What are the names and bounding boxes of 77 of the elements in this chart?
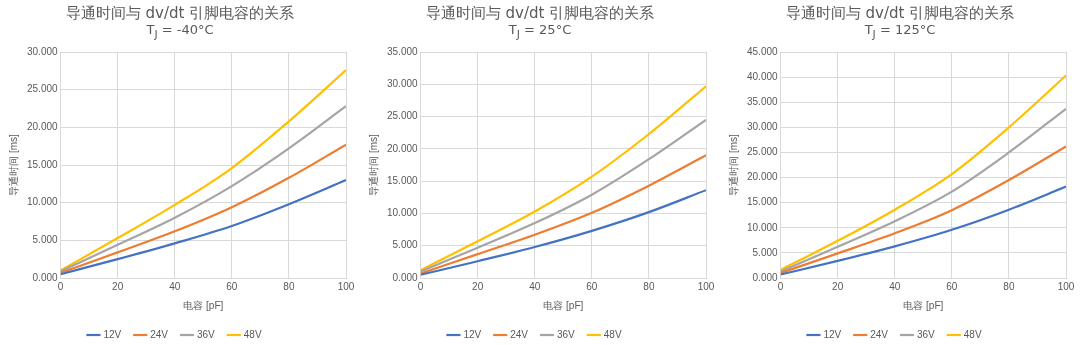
chart-title: 导通时间与 dv/dt 引脚电容的关系 xyxy=(424,4,656,22)
x-axis-title: 电容 [pF] xyxy=(543,299,584,311)
x-tick-label: 100 xyxy=(1057,280,1075,292)
y-tick-label: 25.000 xyxy=(26,83,59,95)
legend-label: 48V xyxy=(963,328,982,340)
legend-label: 24V xyxy=(510,328,529,340)
y-axis-title: 导通时间 [ms] xyxy=(7,133,19,196)
x-tick-label: 20 xyxy=(112,280,124,292)
line-series xyxy=(60,143,346,274)
y-tick-label: 5.000 xyxy=(752,246,779,258)
y-tick-label: 40.000 xyxy=(746,70,779,82)
y-tick-label: 30.000 xyxy=(26,45,59,57)
y-tick-label: 25.000 xyxy=(386,109,419,121)
x-tick-label: 0 xyxy=(417,280,424,292)
line-series xyxy=(420,153,706,275)
legend-label: 12V xyxy=(103,328,122,340)
y-tick-label: 30.000 xyxy=(746,120,779,132)
chart-subtitle: T$_{J}$ = 125°C xyxy=(863,22,937,43)
line-series xyxy=(420,118,706,273)
y-tick-label: 20.000 xyxy=(26,120,59,132)
x-tick-label: 20 xyxy=(472,280,484,292)
line-series xyxy=(780,74,1066,271)
y-tick-label: 5.000 xyxy=(32,233,59,245)
chart-subtitle: T$_{J}$ = 25°C xyxy=(507,22,573,43)
legend-label: 48V xyxy=(603,328,622,340)
x-tick-label: 20 xyxy=(832,280,844,292)
y-tick-label: 20.000 xyxy=(386,142,419,154)
chart-title: 导通时间与 dv/dt 引脚电容的关系 xyxy=(64,4,296,22)
x-tick-label: 40 xyxy=(169,280,181,292)
y-tick-label: 35.000 xyxy=(746,95,779,107)
y-tick-label: 0.000 xyxy=(752,271,779,283)
legend-label: 36V xyxy=(917,328,936,340)
y-tick-label: 5.000 xyxy=(392,239,419,251)
y-tick-label: 10.000 xyxy=(746,221,779,233)
y-tick-label: 20.000 xyxy=(746,170,779,182)
y-tick-label: 30.000 xyxy=(386,77,419,89)
x-axis-title: 电容 [pF] xyxy=(183,299,224,311)
x-tick-label: 0 xyxy=(777,280,784,292)
y-tick-label: 25.000 xyxy=(746,145,779,157)
legend-label: 48V xyxy=(243,328,262,340)
y-axis-title: 导通时间 [ms] xyxy=(727,133,739,196)
legend-label: 36V xyxy=(557,328,576,340)
y-tick-label: 10.000 xyxy=(386,206,419,218)
y-tick-label: 0.000 xyxy=(32,271,59,283)
x-tick-label: 80 xyxy=(643,280,655,292)
x-tick-label: 80 xyxy=(283,280,295,292)
chart-subtitle: T$_{J}$ = -40°C xyxy=(145,22,215,43)
chart-title: 导通时间与 dv/dt 引脚电容的关系 xyxy=(784,4,1016,22)
x-tick-label: 40 xyxy=(529,280,541,292)
y-tick-label: 15.000 xyxy=(26,158,59,170)
line-series xyxy=(420,84,706,271)
x-tick-label: 60 xyxy=(946,280,958,292)
legend-label: 12V xyxy=(823,328,842,340)
line-series xyxy=(780,144,1066,274)
y-tick-label: 15.000 xyxy=(386,174,419,186)
x-axis-title: 电容 [pF] xyxy=(903,299,944,311)
y-tick-label: 10.000 xyxy=(26,196,59,208)
x-tick-label: 40 xyxy=(889,280,901,292)
y-tick-label: 45.000 xyxy=(746,45,779,57)
line-series xyxy=(60,178,346,275)
y-tick-label: 35.000 xyxy=(386,45,419,57)
legend-label: 36V xyxy=(197,328,216,340)
legend-label: 24V xyxy=(150,328,169,340)
line-series xyxy=(60,68,346,272)
y-axis-title: 导通时间 [ms] xyxy=(367,133,379,196)
x-tick-label: 80 xyxy=(1003,280,1015,292)
legend-label: 12V xyxy=(463,328,482,340)
legend-label: 24V xyxy=(870,328,889,340)
x-tick-label: 0 xyxy=(57,280,64,292)
line-series xyxy=(60,104,346,272)
line-series xyxy=(780,107,1066,273)
x-tick-label: 60 xyxy=(586,280,598,292)
x-tick-label: 60 xyxy=(226,280,238,292)
y-tick-label: 0.000 xyxy=(392,271,419,283)
x-tick-label: 100 xyxy=(337,280,355,292)
y-tick-label: 15.000 xyxy=(746,196,779,208)
x-tick-label: 100 xyxy=(697,280,715,292)
